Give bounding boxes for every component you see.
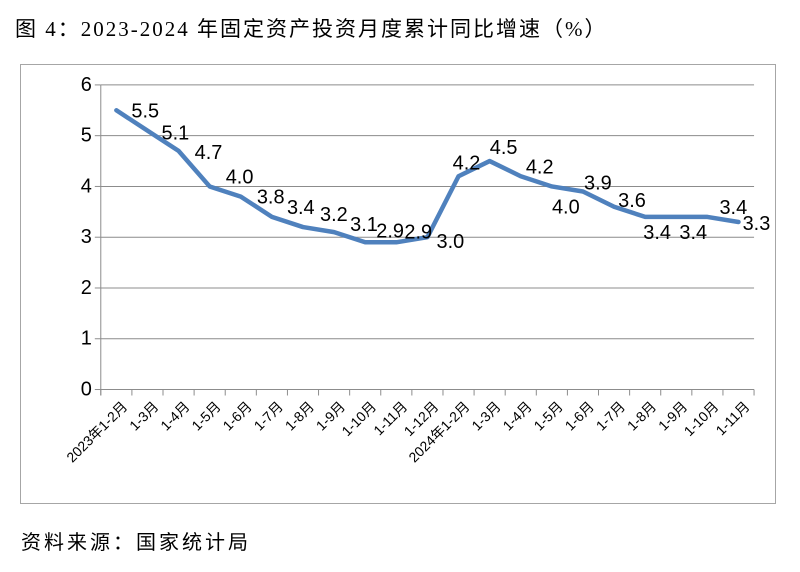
y-axis-label: 0 [81,379,92,401]
data-label: 3.8 [257,187,285,209]
x-axis-label: 1-3月 [468,398,503,433]
x-axis-label: 1-7月 [593,398,628,433]
y-axis-label: 3 [81,226,92,248]
figure-title: 图 4：2023-2024 年固定资产投资月度累计同比增速（%） [15,17,608,41]
data-label: 4.2 [453,152,481,174]
chart-frame: 0 1 2 3 4 5 6 5.5 5.1 4.7 4.0 3.8 3.4 3.2 3.1 2.9 2.9 3.0… [20,64,776,504]
x-axis-label: 1-4月 [499,398,534,433]
y-axis-label: 4 [81,175,92,197]
x-axis-label: 1-6月 [219,398,254,433]
data-label: 3.4 [643,222,671,244]
x-axis-label: 1-8月 [624,398,659,433]
x-axis-label: 1-7月 [251,398,286,433]
y-axis-label: 2 [81,277,92,299]
data-label: 4.5 [490,137,518,159]
data-label: 5.5 [131,100,159,122]
data-label: 2.9 [404,221,432,243]
data-label: 5.1 [162,123,190,145]
x-axis-label: 1-5月 [530,398,565,433]
x-axis-label: 1-10月 [681,398,722,439]
data-label: 3.4 [679,222,707,244]
data-label: 4.0 [552,196,580,218]
source-note: 资料来源：国家统计局 [21,532,251,554]
data-label: 3.9 [584,173,612,195]
x-axis-label: 1-5月 [188,398,223,433]
series-line [114,108,741,245]
y-axis-label: 1 [81,328,92,350]
x-axis-label: 1-10月 [338,398,379,439]
x-axis-label: 2023年1-2月 [63,398,130,465]
data-label: 3.2 [320,204,348,226]
data-label: 3.4 [287,197,315,219]
data-label: 4.7 [195,142,223,164]
data-label: 4.2 [526,156,554,178]
data-label: 3.4 [719,197,747,219]
x-axis-label: 1-8月 [282,398,317,433]
y-axis-label: 5 [81,125,92,147]
data-label: 3.3 [743,213,771,235]
x-axis-label: 1-11月 [712,398,752,438]
x-axis-label: 1-6月 [562,398,597,433]
data-label: 4.0 [226,166,254,188]
y-axis-label: 6 [81,74,92,96]
data-label: 3.6 [618,190,646,212]
data-label: 2.9 [376,220,404,242]
x-axis-label: 1-4月 [157,398,192,433]
data-label: 3.1 [350,214,378,236]
x-axis-label: 1-3月 [126,398,161,433]
data-label: 3.0 [437,231,465,253]
